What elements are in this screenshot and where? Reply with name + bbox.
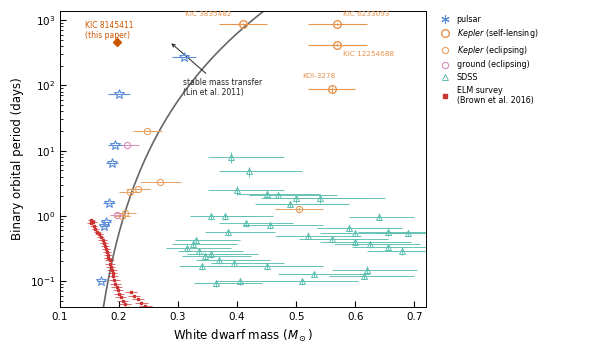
Text: stable mass transfer
(Lin et al. 2011): stable mass transfer (Lin et al. 2011) (172, 44, 262, 97)
Text: KIC 3835482: KIC 3835482 (185, 11, 231, 17)
Y-axis label: Binary orbital period (days): Binary orbital period (days) (11, 77, 24, 240)
Text: KOI-3278: KOI-3278 (302, 73, 335, 79)
X-axis label: White dwarf mass ($M_\odot$): White dwarf mass ($M_\odot$) (173, 328, 313, 343)
Text: KIC 8145411
(this paper): KIC 8145411 (this paper) (85, 20, 134, 40)
Text: KIC 12254688: KIC 12254688 (343, 51, 394, 57)
Legend: pulsar, $\it{Kepler}$ (self-lensing), $\it{Kepler}$ (eclipsing), ground (eclipsi: pulsar, $\it{Kepler}$ (self-lensing), $\… (437, 14, 538, 105)
Text: KIC 6233093: KIC 6233093 (343, 11, 390, 17)
